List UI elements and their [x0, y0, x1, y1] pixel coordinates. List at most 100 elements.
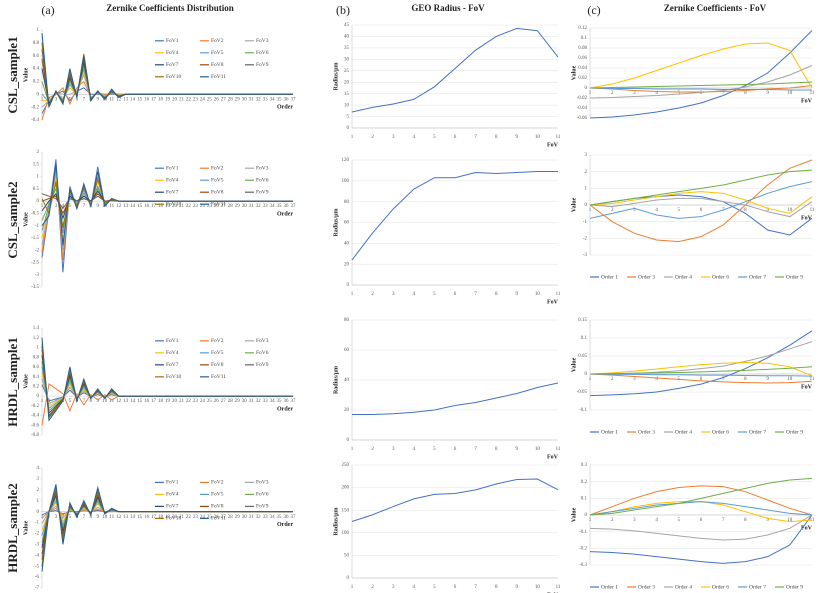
legend-label: FoV10	[166, 516, 182, 522]
legend-label: FoV5	[211, 50, 224, 56]
x-tick-label: 32	[256, 515, 262, 520]
x-tick-label: 4	[413, 135, 416, 140]
x-tick-label: 12	[116, 399, 122, 404]
x-axis-label: FoV	[801, 215, 813, 221]
x-tick-label: 10	[787, 91, 793, 96]
y-tick-label: -0.05	[577, 390, 588, 395]
x-tick-label: 32	[256, 399, 262, 404]
y-tick-label: 0.1	[581, 496, 588, 501]
x-tick-label: 21	[179, 515, 185, 520]
y-tick-label: -0.02	[577, 96, 588, 101]
x-tick-label: 1	[41, 204, 44, 209]
legend-label: FoV8	[211, 62, 224, 68]
series-line	[589, 159, 813, 243]
x-tick-label: 1	[351, 585, 354, 590]
y-tick-label: -1	[35, 521, 40, 526]
x-tick-label: 7	[83, 204, 86, 209]
y-tick-label: 50	[344, 554, 350, 559]
x-tick-label: 2	[371, 447, 374, 452]
x-axis-label: Order	[277, 105, 293, 111]
x-tick-label: 24	[200, 399, 206, 404]
legend-label: FoV1	[166, 338, 179, 344]
x-tick-label: 7	[83, 399, 86, 404]
x-tick-label: 19	[165, 399, 171, 404]
x-tick-label: 4	[655, 518, 658, 523]
series-line	[589, 501, 813, 516]
y-tick-label: -4	[35, 553, 40, 558]
x-tick-label: 36	[284, 204, 290, 209]
x-tick-label: 20	[172, 97, 178, 102]
x-tick-label: 1	[351, 292, 354, 297]
x-tick-label: 1	[589, 377, 592, 382]
x-tick-label: 4	[413, 585, 416, 590]
x-tick-label: 10	[102, 399, 108, 404]
legend-label: FoV9	[256, 189, 269, 195]
legend-label: FoV4	[166, 492, 179, 498]
y-axis-label: Value	[23, 374, 29, 389]
x-tick-label: 12	[116, 204, 122, 209]
x-tick-label: 4	[62, 399, 65, 404]
x-tick-label: 37	[291, 515, 297, 520]
y-tick-label: -0.8	[31, 433, 39, 438]
y-tick-label: -0.4	[31, 414, 39, 419]
x-tick-label: 7	[474, 447, 477, 452]
x-tick-label: 15	[137, 399, 143, 404]
x-tick-label: 30	[242, 399, 248, 404]
y-tick-label: 0.5	[33, 187, 40, 192]
y-tick-label: 1	[37, 499, 40, 504]
x-tick-label: 7	[722, 208, 725, 213]
x-tick-label: 9	[97, 204, 100, 209]
y-tick-label: 30	[344, 57, 350, 62]
x-tick-label: 13	[123, 204, 129, 209]
x-tick-label: 14	[130, 399, 136, 404]
x-tick-label: 23	[193, 97, 199, 102]
x-tick-label: 14	[130, 204, 136, 209]
y-tick-label: 0	[37, 394, 40, 399]
y-tick-label: -0.3	[579, 563, 587, 568]
x-tick-label: 3	[392, 585, 395, 590]
y-axis-label: Value	[571, 507, 577, 522]
y-tick-label: 0.8	[33, 41, 40, 46]
legend-label: FoV11	[211, 74, 226, 80]
legend-label: FoV3	[256, 38, 269, 44]
panel-label: (c)	[587, 3, 600, 17]
x-tick-label: 24	[200, 204, 206, 209]
legend-label: Order 9	[786, 429, 803, 435]
x-axis-label: FoV	[547, 299, 559, 305]
y-tick-label: 20	[344, 262, 350, 267]
series-line	[589, 373, 813, 384]
legend-label: Order 9	[786, 274, 803, 280]
x-tick-label: 13	[123, 399, 129, 404]
y-tick-label: 250	[342, 463, 350, 468]
x-tick-label: 5	[433, 135, 436, 140]
x-tick-label: 17	[151, 97, 157, 102]
x-tick-label: 10	[787, 518, 793, 523]
series-line	[589, 514, 813, 564]
y-tick-label: 0.15	[578, 318, 587, 323]
legend-label: FoV2	[211, 338, 224, 344]
series-line	[351, 170, 558, 261]
x-tick-label: 30	[242, 204, 248, 209]
series-line	[589, 42, 813, 89]
y-tick-label: -7	[35, 586, 40, 591]
x-tick-label: 11	[109, 204, 114, 209]
y-tick-label: 0.02	[578, 76, 587, 81]
x-axis-label: FoV	[801, 98, 813, 104]
series-line	[352, 382, 559, 415]
x-tick-label: 5	[678, 518, 681, 523]
x-tick-label: 8	[90, 399, 93, 404]
x-tick-label: 36	[284, 515, 290, 520]
x-axis-label: Order	[277, 522, 293, 528]
legend-label: Order 1	[601, 584, 618, 590]
x-tick-label: 11	[109, 515, 114, 520]
x-axis-label: FoV	[547, 142, 559, 148]
legend-label: Order 6	[712, 584, 729, 590]
x-tick-label: 2	[611, 208, 614, 213]
y-tick-label: 0.2	[33, 80, 40, 85]
x-tick-label: 26	[214, 399, 220, 404]
y-tick-label: 0	[585, 203, 588, 208]
x-tick-label: 25	[207, 399, 213, 404]
x-tick-label: 3	[55, 204, 58, 209]
series-line	[589, 485, 813, 516]
x-tick-label: 3	[55, 515, 58, 520]
